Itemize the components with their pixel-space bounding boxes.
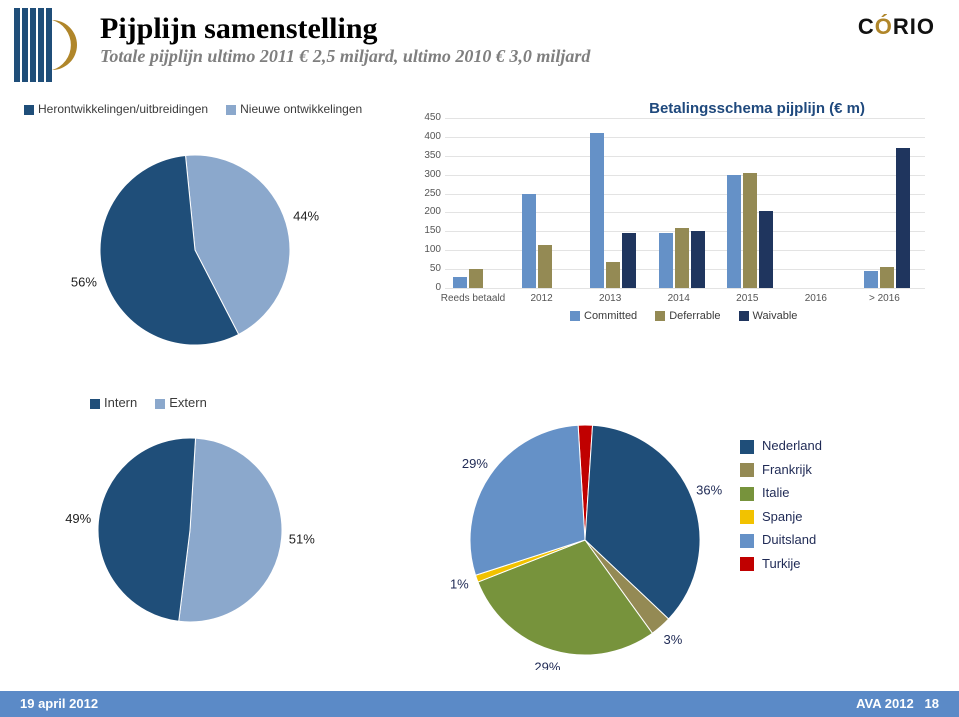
pie1-legend: Herontwikkelingen/uitbreidingenNieuwe on… (24, 102, 380, 116)
bar-segment (880, 267, 894, 288)
bar-xtick: 2012 (509, 293, 575, 304)
svg-text:3%: 3% (664, 632, 683, 647)
bar-segment (590, 133, 604, 288)
brand-o: Ó (875, 14, 893, 39)
bar-segment (759, 211, 773, 288)
bar-chart-title: Betalingsschema pijplijn (€ m) (649, 100, 865, 117)
bar-segment (606, 262, 620, 288)
pie2-legend: InternExtern (90, 395, 225, 410)
pie3-chart: 2% 36% 3% 29% 1% 29% (440, 410, 740, 675)
svg-text:51%: 51% (289, 532, 315, 547)
svg-text:29%: 29% (534, 659, 560, 670)
pie3-legend-item: Duitsland (740, 532, 822, 548)
bar-xtick: Reeds betaald (440, 293, 506, 304)
bar-segment (622, 233, 636, 288)
svg-text:1%: 1% (450, 576, 469, 591)
footer-page: 18 (925, 696, 939, 711)
svg-text:2%: 2% (576, 410, 595, 413)
pie3-legend-item: Frankrijk (740, 462, 822, 478)
pie3-legend-item: Turkije (740, 556, 822, 572)
bar-segment (659, 233, 673, 288)
bar-xtick: > 2016 (851, 293, 917, 304)
bar-segment (522, 194, 536, 288)
pie2-chart: 51% 49% (60, 430, 320, 635)
bar-segment (743, 173, 757, 288)
bar-xtick: 2015 (714, 293, 780, 304)
bar-xtick: 2016 (783, 293, 849, 304)
bar-segment (864, 271, 878, 288)
pie3-legend-item: Spanje (740, 509, 822, 525)
bar-segment (896, 148, 910, 288)
brand-rio: RIO (893, 14, 935, 39)
bar-segment (691, 231, 705, 288)
slide-subtitle: Totale pijplijn ultimo 2011 € 2,5 miljar… (100, 46, 590, 67)
svg-text:36%: 36% (696, 483, 722, 498)
pie1-chart: 44% 56% (70, 145, 330, 360)
bar-xtick: 2014 (646, 293, 712, 304)
footer-date: 19 april 2012 (20, 696, 98, 711)
footer-bar: 19 april 2012 AVA 2012 18 (0, 691, 959, 717)
slide-title: Pijplijn samenstelling (100, 12, 378, 46)
bar-chart: Betalingsschema pijplijn (€ m) 050100150… (410, 100, 935, 330)
pie3-legend: Nederland Frankrijk Italie Spanje Duitsland T… (740, 430, 822, 579)
brand-c: C (858, 14, 875, 39)
bar-segment (727, 175, 741, 288)
corio-stripe-logo (14, 8, 90, 82)
svg-text:49%: 49% (65, 511, 91, 526)
bar-segment (469, 269, 483, 288)
corio-wordmark: CÓRIO (858, 14, 935, 40)
bar-segment (675, 228, 689, 288)
bar-chart-legend: CommittedDeferrableWaivable (570, 310, 815, 322)
footer-label: AVA 2012 (856, 696, 914, 711)
svg-text:29%: 29% (462, 456, 488, 471)
bar-segment (538, 245, 552, 288)
pie3-legend-item: Nederland (740, 438, 822, 454)
footer-right: AVA 2012 18 (856, 696, 939, 711)
pie3-legend-item: Italie (740, 485, 822, 501)
bar-segment (453, 277, 467, 288)
svg-text:56%: 56% (71, 274, 97, 289)
bar-xtick: 2013 (577, 293, 643, 304)
svg-text:44%: 44% (293, 208, 319, 223)
